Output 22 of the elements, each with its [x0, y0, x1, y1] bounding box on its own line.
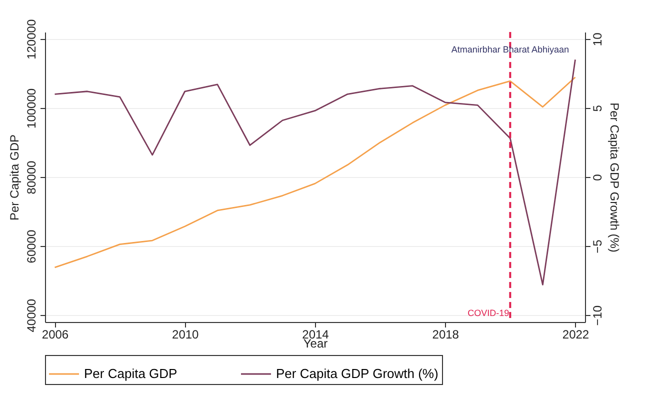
y-tick-label: 40000 — [24, 298, 38, 332]
x-tick-label: 2022 — [562, 328, 590, 342]
y-tick-label: 60000 — [24, 230, 38, 264]
y-tick-label: 120000 — [24, 19, 38, 60]
y-axis-title: Per Capita GDP — [8, 134, 22, 221]
legend-label: Per Capita GDP Growth (%) — [276, 366, 438, 381]
line-series — [54, 76, 576, 268]
y2-tick-label: −10 — [590, 305, 604, 326]
legend-label: Per Capita GDP — [84, 366, 178, 381]
x-tick-label: 2018 — [432, 328, 460, 342]
y-tick-label: 80000 — [24, 160, 38, 194]
y2-tick-label: 5 — [590, 104, 604, 112]
annotation: Atmanirbhar Bharat Abhiyaan — [451, 44, 569, 54]
y-tick-label: 100000 — [24, 88, 38, 128]
y2-tick-label: 10 — [590, 32, 604, 46]
y2-tick-label: 0 — [590, 174, 604, 181]
x-tick-label: 2006 — [42, 328, 69, 342]
line-series — [54, 58, 576, 286]
y2-tick-label: −5 — [590, 239, 604, 254]
y2-axis-title: Per Capita GDP Growth (%) — [608, 102, 622, 252]
x-tick-label: 2010 — [172, 328, 200, 342]
ref-line-label: COVID-19 — [468, 308, 510, 318]
